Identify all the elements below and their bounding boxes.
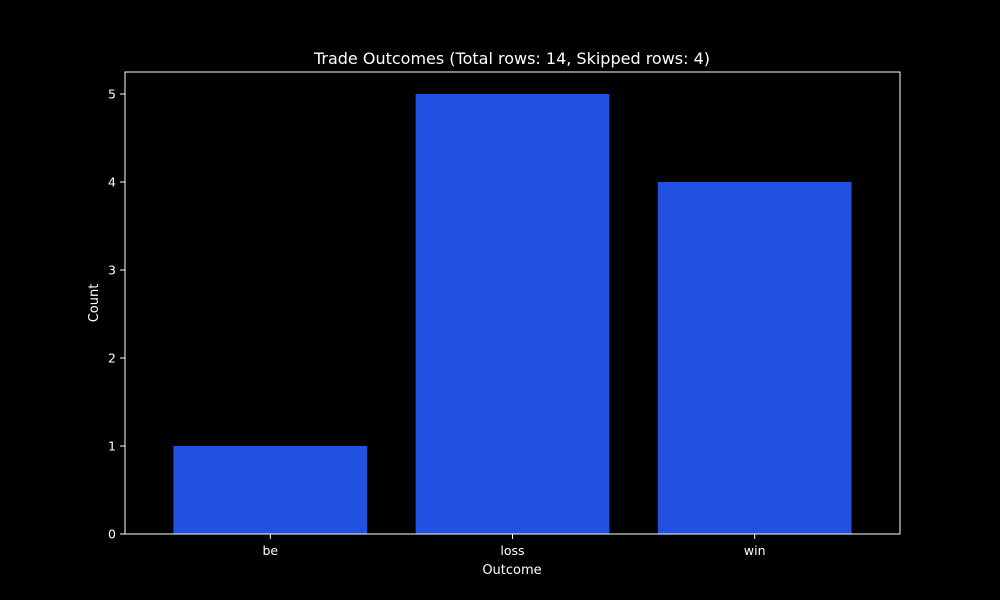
y-tick-label: 5 [108, 87, 116, 102]
x-tick-label: win [744, 543, 766, 558]
y-tick-label: 3 [108, 263, 116, 278]
axes-frame [124, 71, 901, 535]
x-axis-label: Outcome [482, 563, 541, 578]
x-tick-label: loss [500, 543, 524, 558]
bar-win [657, 182, 852, 534]
y-tick-label: 2 [108, 351, 116, 366]
y-tick-label: 4 [108, 175, 116, 190]
x-axis-ticks: be loss win [263, 534, 766, 558]
y-tick-label: 0 [108, 527, 116, 542]
bar-loss [415, 94, 610, 534]
y-axis-ticks: 0 1 2 3 4 5 [108, 87, 125, 542]
bars-layer [173, 94, 852, 534]
x-tick-label: be [263, 543, 279, 558]
bar-be [173, 446, 368, 534]
y-axis-label: Count [87, 284, 102, 323]
y-tick-label: 1 [108, 439, 116, 454]
chart-title: Trade Outcomes (Total rows: 14, Skipped … [313, 49, 710, 68]
